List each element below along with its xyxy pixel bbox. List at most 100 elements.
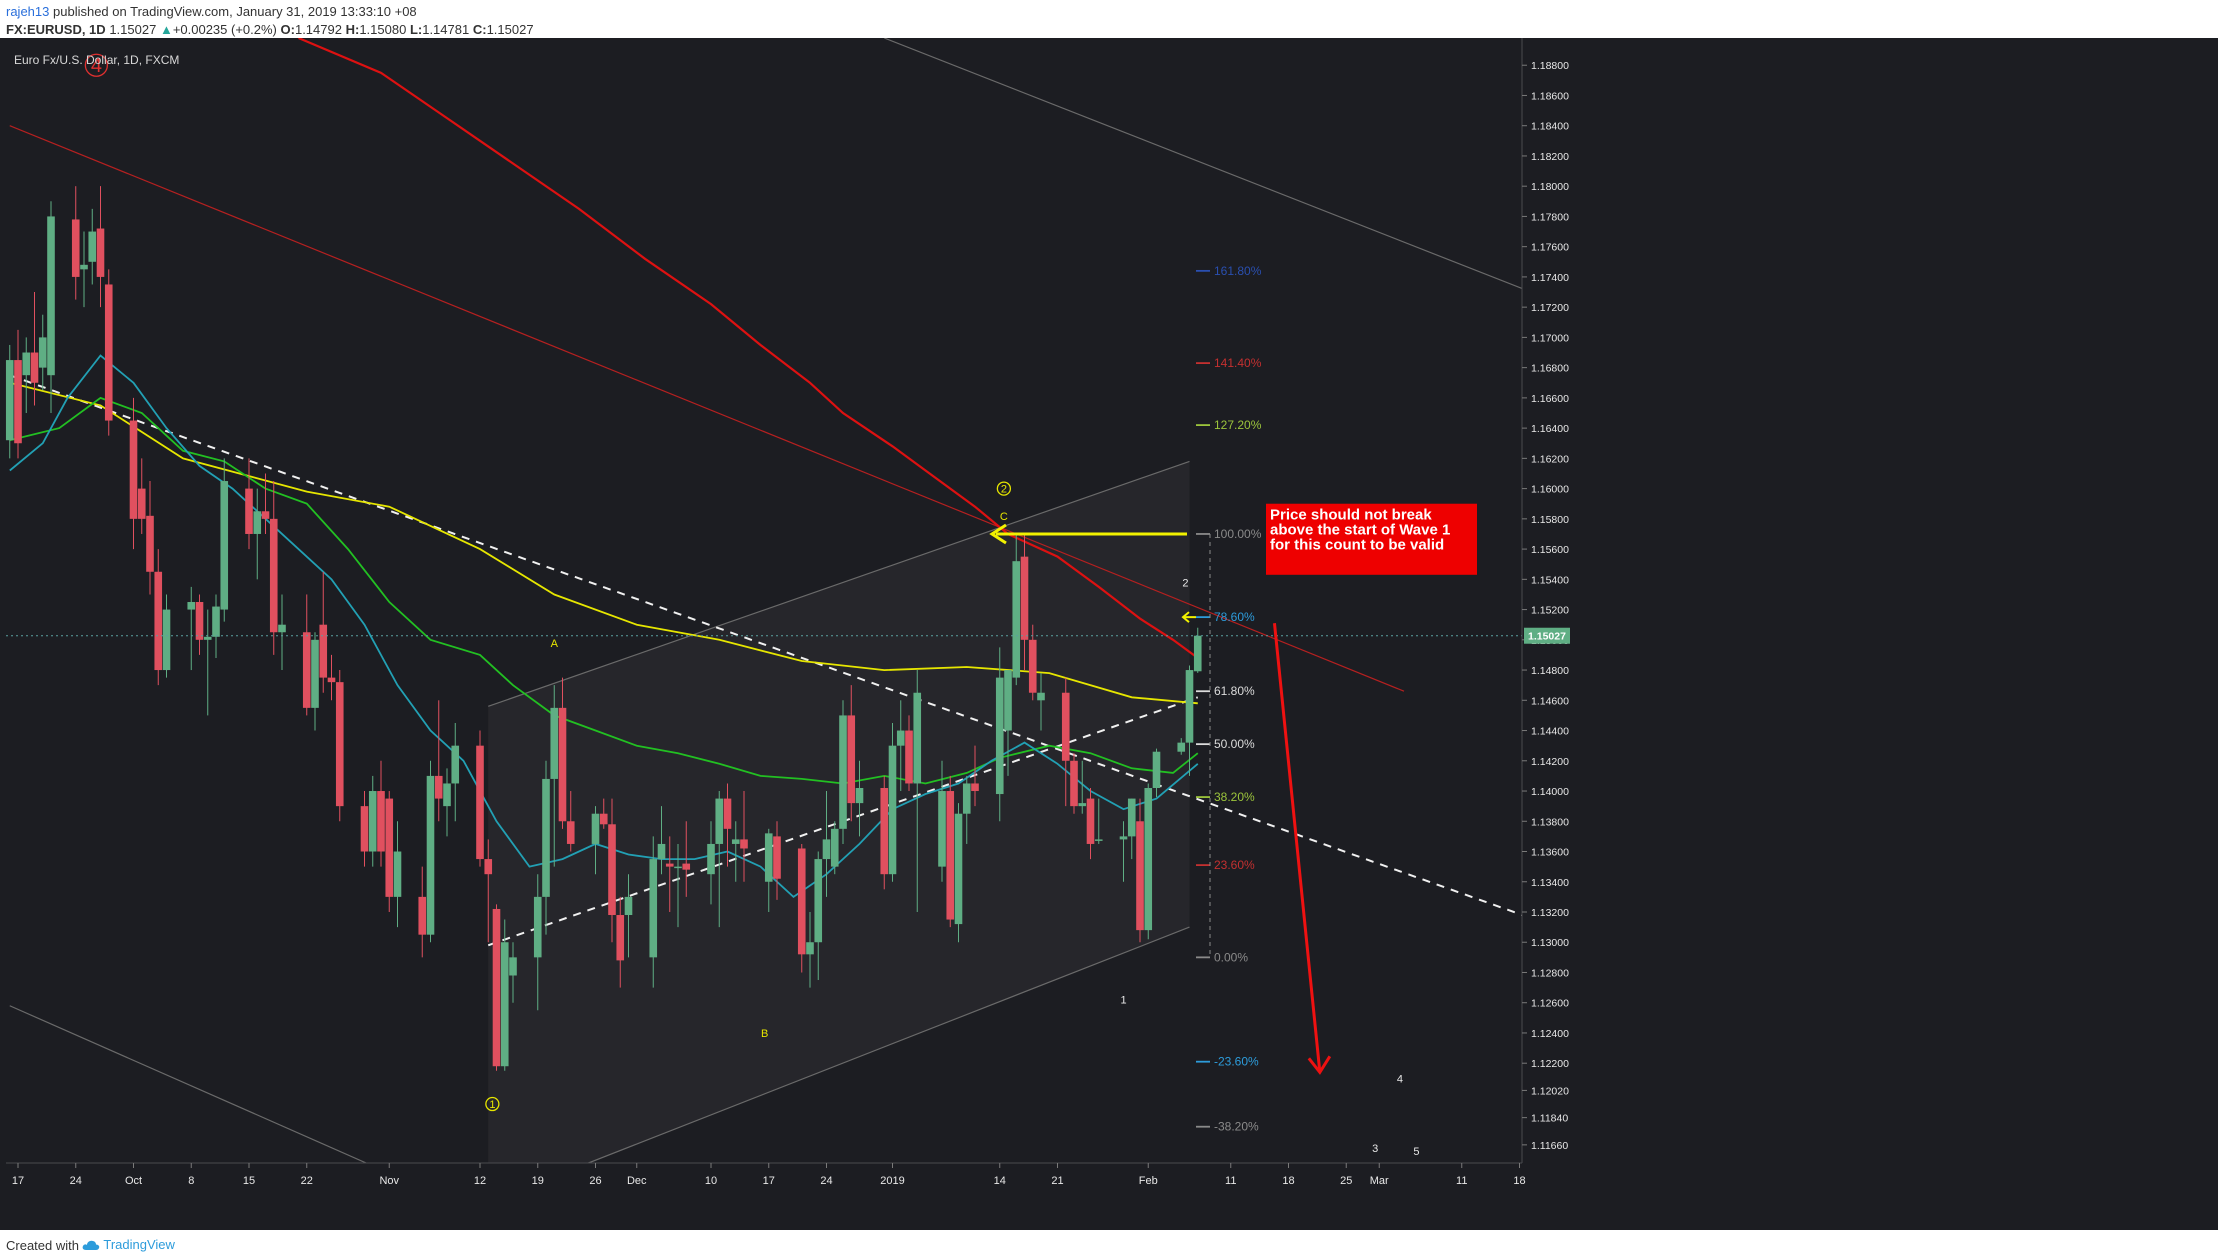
price-tick-label: 1.13200 — [1531, 907, 1569, 919]
wave-label: A — [551, 638, 559, 650]
candle-body — [905, 730, 913, 784]
time-tick-label: Dec — [627, 1175, 647, 1187]
price-tick-label: 1.18400 — [1531, 121, 1569, 133]
wave-circle — [996, 481, 1012, 496]
fib-level-label: 38.20% — [1214, 790, 1255, 804]
candle-body — [1127, 798, 1136, 837]
price-tick-label: 1.17600 — [1531, 242, 1569, 254]
price-tick-label: 1.18800 — [1531, 60, 1569, 72]
candle-body — [880, 788, 889, 875]
price-tick-label: 1.17800 — [1531, 211, 1569, 223]
close-label: C: — [472, 22, 487, 37]
fib-level-label: 127.20% — [1214, 418, 1262, 432]
time-tick-label: 26 — [589, 1175, 601, 1187]
candle-body — [814, 859, 823, 943]
time-tick-label: 21 — [1051, 1175, 1063, 1187]
wave-label: 4 — [91, 55, 102, 77]
time-tick-label: Nov — [379, 1175, 399, 1187]
red-arrow-shaft — [1272, 623, 1322, 1073]
candle-body — [913, 692, 922, 784]
high-value: 1.15080 — [359, 22, 407, 37]
candle-body — [80, 264, 88, 270]
price-tick-label: 1.14000 — [1531, 786, 1569, 798]
candle-body — [492, 908, 501, 1067]
fib-level-label: 100.00% — [1214, 527, 1262, 541]
chart-header: rajeh13 published on TradingView.com, Ja… — [0, 0, 2218, 38]
candle-body — [71, 219, 80, 277]
candle-body — [385, 798, 394, 897]
symbol-label: FX:EURUSD, 1D — [6, 22, 106, 37]
candle-body — [649, 859, 658, 958]
wave-label: B — [761, 1028, 768, 1040]
candle-body — [657, 843, 666, 860]
candle-body — [896, 730, 905, 746]
time-axis[interactable]: 17 24 Oct 8 15 22 Nov 12 19 26 Dec 10 17 24 2019 14 21 Fe… — [0, 1162, 2218, 1230]
yellow-arrow-head — [989, 523, 1007, 545]
candle-body — [509, 957, 517, 976]
wave-label: C — [1000, 511, 1008, 523]
candle-body — [731, 839, 740, 844]
candle-body — [22, 352, 31, 376]
candle-body — [187, 602, 196, 610]
candle-body — [740, 839, 748, 849]
candle-body — [14, 360, 22, 444]
price-tick-label: 1.11660 — [1531, 1140, 1568, 1152]
candle-body — [962, 783, 971, 814]
candle-body — [96, 228, 105, 277]
price-chart[interactable]: 161.80%141.40%127.20%100.00%78.60%61.80%… — [0, 38, 2218, 1230]
time-tick-label: 18 — [1513, 1175, 1525, 1187]
tradingview-brand: TradingView — [103, 1237, 175, 1252]
time-tick-label: 11 — [1456, 1175, 1467, 1187]
price-tick-label: 1.13400 — [1531, 877, 1569, 889]
wave-label: 1 — [1120, 995, 1126, 1007]
price-tick-label: 1.12600 — [1531, 998, 1569, 1010]
candle-body — [1061, 692, 1070, 761]
time-tick-label: 8 — [188, 1175, 194, 1187]
time-tick-label: 17 — [12, 1175, 24, 1187]
up-arrow-icon: ▲ — [159, 22, 173, 37]
time-tick-label: 19 — [532, 1175, 544, 1187]
ohlc-line: FX:EURUSD, 1D 1.15027 ▲+0.00235 (+0.2%) … — [6, 21, 534, 38]
chart-title: Euro Fx/U.S. Dollar, 1D, FXCM — [14, 53, 179, 67]
fib-level-label: 23.60% — [1214, 858, 1255, 872]
time-tick-label: 25 — [1340, 1175, 1352, 1187]
candle-body — [418, 896, 427, 935]
price-tick-label: 1.18200 — [1531, 151, 1569, 163]
candle-body — [253, 511, 262, 534]
price-tick-label: 1.13600 — [1531, 847, 1569, 859]
author-link[interactable]: rajeh13 — [6, 4, 50, 19]
candle-body — [995, 677, 1004, 795]
price-tick-label: 1.16400 — [1531, 423, 1569, 435]
price-tick-label: 1.14600 — [1531, 695, 1569, 707]
wave-label: 1 — [489, 1099, 495, 1111]
candle-body — [665, 863, 674, 867]
last-price-badge-label: 1.15027 — [1528, 631, 1566, 643]
time-tick-label: 17 — [763, 1175, 775, 1187]
candle-body — [1144, 788, 1153, 931]
candle-body — [682, 863, 691, 870]
price-tick-label: 1.16000 — [1531, 484, 1569, 496]
candle-body — [830, 828, 839, 867]
tradingview-logo[interactable]: TradingView — [82, 1237, 175, 1252]
candle-body — [162, 609, 171, 671]
price-change: +0.00235 (+0.2%) — [172, 22, 277, 37]
candle-body — [195, 602, 204, 640]
close-value: 1.15027 — [486, 22, 534, 37]
wave-labels: 4 1 2 A B C 2 1 4 3 5 — [84, 53, 1419, 1158]
candle-body — [1094, 839, 1103, 841]
candle-body — [1193, 635, 1202, 672]
candle-body — [245, 488, 253, 534]
annotation-line: above the start of Wave 1 — [1270, 522, 1450, 539]
candle-body — [608, 824, 616, 916]
candle-body — [88, 231, 97, 262]
price-axis[interactable]: 1.18800 1.18600 1.18400 1.18200 1.18000 1.178… — [1521, 38, 2218, 1230]
candle-body — [1086, 798, 1095, 844]
fibonacci-levels: 161.80% 141.40% 127.20% 100.00% 78.60% 61.80%… — [6, 264, 1522, 1134]
created-with-text: Created with — [6, 1238, 79, 1253]
candle-body — [723, 798, 732, 829]
candle-body — [624, 896, 633, 916]
candle-body — [855, 788, 864, 804]
annotation-line: for this count to be valid — [1270, 537, 1444, 554]
price-tick-label: 1.16800 — [1531, 363, 1569, 375]
time-tick-label: 2019 — [880, 1175, 904, 1187]
